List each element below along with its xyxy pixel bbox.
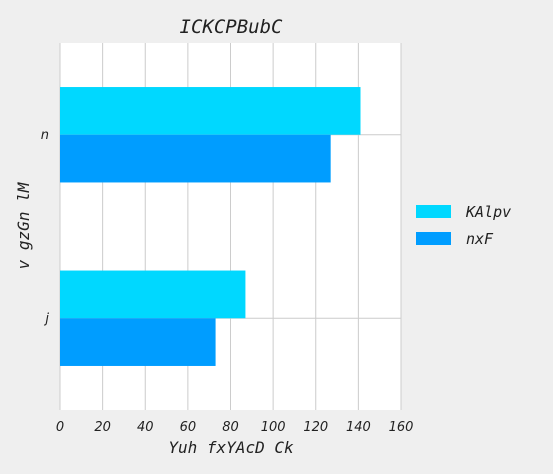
- y-axis-label: v gzGn lM: [14, 181, 33, 269]
- x-tick-label: 160: [389, 420, 414, 435]
- x-tick-label: 80: [222, 420, 239, 435]
- x-tick-label: 60: [180, 420, 197, 435]
- legend-swatch-series-0: [416, 205, 451, 218]
- legend-swatch-series-1: [416, 232, 451, 245]
- y-tick-label: j: [43, 311, 49, 326]
- bars: [60, 87, 361, 366]
- x-tick-label: 120: [303, 420, 328, 435]
- x-tick-label: 100: [261, 420, 286, 435]
- x-axis-label: Yuh fxYAcD Ck: [168, 438, 294, 457]
- x-tick-label: 20: [94, 420, 111, 435]
- y-tick-label: n: [41, 128, 49, 143]
- chart-title: ICKCPBubC: [180, 16, 284, 38]
- x-tick-label: 140: [346, 420, 371, 435]
- bar-KAlpv-j: [60, 270, 246, 319]
- legend: KAlpv nxF: [416, 203, 511, 248]
- tick-labels: 0 20 40 60 80 100 120 140 160 n j: [41, 128, 414, 435]
- legend-label-series-0: KAlpv: [465, 203, 511, 221]
- x-tick-label: 40: [137, 420, 154, 435]
- bar-KAlpv-n: [60, 87, 361, 135]
- legend-label-series-1: nxF: [466, 230, 494, 248]
- x-tick-label: 0: [56, 420, 64, 435]
- bar-nxF-n: [60, 134, 331, 183]
- bar-nxF-j: [60, 318, 216, 366]
